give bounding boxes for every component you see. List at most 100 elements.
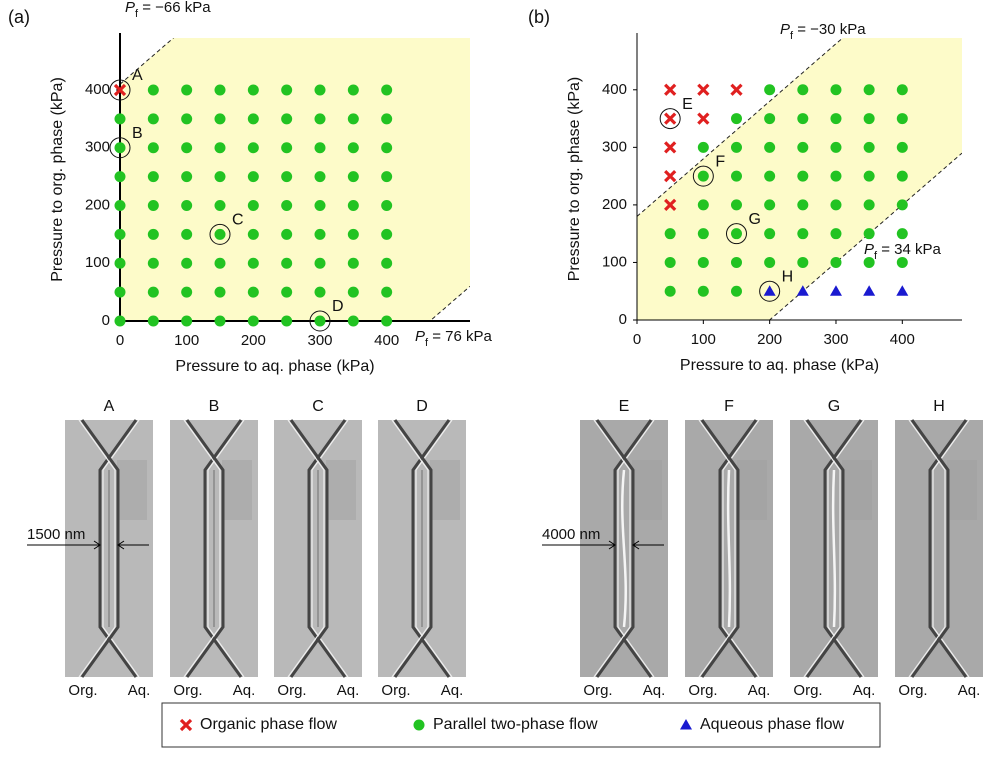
- circle-marker: [381, 257, 393, 269]
- triangle-marker: [680, 719, 692, 730]
- circle-marker: [314, 228, 326, 240]
- micrograph-label: F: [724, 398, 734, 415]
- circle-marker: [347, 315, 359, 327]
- boundary-subscript: f: [135, 8, 139, 20]
- circle-marker: [381, 199, 393, 211]
- x-tick-label: 0: [633, 331, 641, 348]
- micrograph: [274, 419, 362, 678]
- circle-marker: [181, 286, 193, 298]
- legend-label: Aqueous phase flow: [700, 716, 845, 733]
- legend-label: Parallel two-phase flow: [433, 716, 598, 733]
- boundary-symbol: P: [125, 0, 135, 16]
- channel-wall: [203, 419, 243, 678]
- x-marker: [697, 83, 710, 96]
- x-marker: [664, 169, 677, 183]
- triangle-marker: [796, 285, 809, 296]
- channel-wall: [393, 419, 433, 678]
- org-label: Org.: [688, 682, 717, 699]
- micrograph: [685, 419, 773, 678]
- scale-arrow: [542, 540, 616, 550]
- circle-marker: [697, 285, 709, 297]
- channel-wall: [595, 419, 635, 678]
- circle-marker: [281, 257, 293, 269]
- x-marker: [664, 83, 677, 96]
- micrograph-shade: [842, 460, 872, 520]
- circle-marker: [281, 315, 293, 327]
- x-axis-label: Pressure to aq. phase (kPa): [680, 357, 879, 374]
- y-tick-label: 200: [602, 196, 627, 213]
- micrograph-label: G: [828, 398, 840, 415]
- circle-marker: [896, 170, 908, 182]
- circle-marker: [314, 199, 326, 211]
- circle-marker: [697, 228, 709, 240]
- circle-marker: [114, 315, 126, 327]
- circle-marker: [114, 142, 126, 154]
- circle-marker: [247, 171, 259, 183]
- y-tick-label: 400: [85, 81, 110, 98]
- circle-marker: [181, 171, 193, 183]
- circle-marker: [147, 286, 159, 298]
- circle-marker: [147, 113, 159, 125]
- triangle-marker: [863, 285, 876, 296]
- circle-marker: [797, 228, 809, 240]
- boundary-text: = 76 kPa: [428, 328, 492, 345]
- boundary-label: Pf = −66 kPa: [125, 0, 211, 20]
- scale-label: 1500 nm: [27, 526, 85, 543]
- circle-marker: [797, 84, 809, 96]
- aq-label: Aq.: [441, 682, 464, 699]
- micrograph: [65, 419, 153, 678]
- boundary-label: Pf = −30 kPa: [780, 21, 866, 42]
- channel-wall: [928, 419, 968, 678]
- circle-marker: [147, 257, 159, 269]
- aq-label: Aq.: [748, 682, 771, 699]
- micrograph: [378, 419, 466, 678]
- channel-highlight: [287, 419, 325, 678]
- micrograph: [580, 419, 668, 678]
- channel-highlight: [932, 419, 970, 678]
- circle-marker: [147, 315, 159, 327]
- circle-marker: [830, 228, 842, 240]
- circle-marker: [797, 199, 809, 211]
- circle-marker: [863, 113, 875, 125]
- circle-marker: [896, 84, 908, 96]
- micrograph-shade: [326, 460, 356, 520]
- circle-marker: [347, 171, 359, 183]
- circle-marker: [664, 285, 676, 297]
- channel-wall: [823, 419, 863, 678]
- boundary-line: [768, 152, 962, 320]
- circle-marker: [697, 141, 709, 153]
- circle-marker: [281, 286, 293, 298]
- micrograph-label: B: [209, 398, 220, 415]
- circle-marker: [114, 171, 126, 183]
- micrograph-shade: [947, 460, 977, 520]
- org-label: Org.: [793, 682, 822, 699]
- x-tick-label: 300: [823, 331, 848, 348]
- circle-marker: [863, 256, 875, 268]
- micrograph-shade: [632, 460, 662, 520]
- channel-wall: [98, 419, 138, 678]
- circle-marker: [147, 171, 159, 183]
- annotation-label: H: [782, 268, 794, 285]
- channel-highlight: [617, 419, 655, 678]
- circle-marker: [214, 315, 226, 327]
- y-tick-label: 300: [85, 139, 110, 156]
- circle-marker: [214, 286, 226, 298]
- circle-marker: [830, 113, 842, 125]
- circle-marker: [830, 84, 842, 96]
- x-tick-label: 400: [374, 332, 399, 349]
- circle-marker: [764, 84, 776, 96]
- circle-marker: [281, 84, 293, 96]
- channel-wall: [185, 419, 225, 678]
- y-axis-label: Pressure to org. phase (kPa): [49, 77, 66, 282]
- x-tick-label: 200: [241, 332, 266, 349]
- org-label: Org.: [68, 682, 97, 699]
- interface: [831, 469, 837, 628]
- circle-marker: [181, 199, 193, 211]
- micrograph-label: H: [933, 398, 945, 415]
- channel-wall: [289, 419, 329, 678]
- circle-marker: [697, 256, 709, 268]
- channel-highlight: [102, 419, 140, 678]
- boundary-subscript: f: [790, 30, 794, 42]
- channel-highlight: [207, 419, 245, 678]
- micrograph-label: D: [416, 398, 428, 415]
